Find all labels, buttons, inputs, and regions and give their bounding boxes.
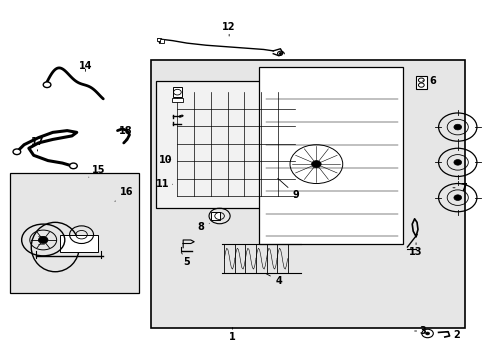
Bar [10,173,139,293]
Bar [60,235,98,252]
Circle shape [311,161,321,168]
Text: 17: 17 [31,137,44,151]
Bar [156,81,282,208]
Text: 4: 4 [265,274,282,285]
Text: 9: 9 [277,178,299,200]
Circle shape [69,163,77,169]
Text: 13: 13 [408,243,422,257]
Circle shape [453,159,461,165]
Text: 18: 18 [119,126,132,139]
Text: 2: 2 [445,329,459,339]
Circle shape [453,195,461,201]
Text: 5: 5 [181,252,190,267]
Text: 3: 3 [414,326,425,336]
Text: 16: 16 [115,187,134,201]
Text: 12: 12 [222,22,235,36]
Text: 14: 14 [79,62,92,71]
Circle shape [453,124,461,130]
Text: 11: 11 [156,179,172,189]
Text: 6: 6 [422,76,435,86]
Circle shape [43,82,51,87]
Circle shape [425,332,428,335]
Bar [151,60,464,328]
Text: 7: 7 [452,183,467,193]
Bar [157,38,161,41]
Text: 8: 8 [197,221,209,231]
Bar [415,76,426,89]
Bar [160,39,163,43]
Bar [172,87,182,97]
Text: 15: 15 [89,165,105,177]
Bar [258,67,402,243]
Circle shape [39,237,48,243]
Text: 1: 1 [229,328,235,342]
Bar [210,212,219,220]
Bar [172,98,183,102]
Circle shape [13,149,20,154]
Text: 10: 10 [158,154,172,165]
